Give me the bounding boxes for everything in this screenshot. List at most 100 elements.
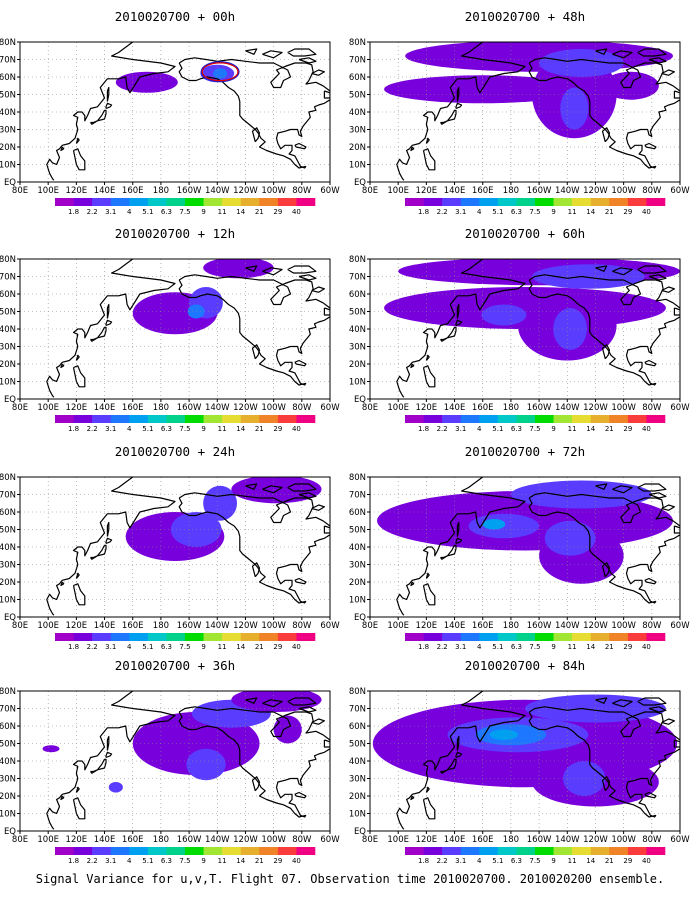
coastline-segment [275,99,330,169]
colorbar-label: 3.1 [455,208,466,216]
coastline-segment [410,146,415,152]
colorbar-swatch [572,633,592,641]
grid [370,477,680,617]
coastline-segment [106,735,110,751]
colorbar-swatch [609,847,629,855]
colorbar-label: 7.5 [179,425,190,433]
coastline-segment [46,691,176,830]
map-panel: 2010020700 + 24h 80E 100E 120E 140E 160E 180 16… [0,444,340,651]
colorbar-label: 6.3 [511,857,522,865]
coastline-segment [455,537,463,545]
colorbar-swatch [203,415,223,423]
x-tick-label: 120E [416,403,438,413]
colorbar-swatch [442,847,462,855]
x-tick-label: 120E [66,621,88,631]
colorbar-label: 7.5 [179,643,190,651]
coastline-segment [75,786,80,793]
coastline-segment [637,265,667,274]
variance-contour [489,729,518,740]
y-tick-label: 30N [349,775,366,785]
colorbar-swatch [55,633,74,641]
coastline-segment [595,265,608,272]
colorbar-label: 2.2 [437,643,448,651]
x-tick-label: 140E [444,835,466,845]
coastline-segment [106,86,110,102]
coastline-segment [595,697,608,704]
colorbar-swatch [185,198,204,206]
colorbar-label: 29 [273,643,282,651]
colorbar-swatch [535,198,554,206]
colorbar-label: 1.8 [418,643,429,651]
colorbar-swatch [405,415,424,423]
colorbar-label: 14 [236,857,245,865]
colorbar-swatch [73,198,93,206]
colorbar-swatch [572,847,592,855]
colorbar-swatch [92,847,112,855]
x-tick-label: 180 [153,186,169,196]
y-tick-label: 50N [0,308,16,318]
coastline-segment [637,48,667,57]
x-tick-label: 80W [642,835,662,845]
colorbar-label: 1.8 [418,857,429,865]
coastline-segment [644,791,657,799]
colorbar-label: 2.2 [437,857,448,865]
coastline-segment [661,69,675,76]
x-tick-label: 120W [233,403,258,413]
colorbar-swatch [92,415,112,423]
panel-title: 2010020700 + 36h [115,658,235,673]
colorbar-swatch [479,198,499,206]
colorbar-label: 29 [273,425,282,433]
colorbar-label: 14 [586,643,595,651]
colorbar-swatch [166,847,186,855]
colorbar-swatch [222,198,242,206]
colorbar-label: 9 [201,208,205,216]
y-tick-label: 10N [0,596,16,606]
colorbar-label: 6.3 [161,643,172,651]
coastline-segment [105,751,113,759]
coastline-segment [644,577,657,585]
colorbar-label: 2.2 [87,208,98,216]
variance-contour [481,304,527,326]
variance-field [132,259,274,335]
coastline-segment [275,534,330,604]
colorbar-label: 1.8 [418,208,429,216]
coastline-segment [440,758,457,774]
coastline-segment [601,344,611,360]
coastline-segment [46,42,176,181]
colorbar-swatch [497,198,517,206]
y-tick-label: 80N [349,687,366,697]
x-tick-label: 180 [153,621,169,631]
coastline-segment [72,583,86,606]
x-tick-label: 140E [444,403,466,413]
colorbar-label: 1.8 [68,857,79,865]
coastline-segment [637,483,667,492]
colorbar: 1.8 2.2 3.1 4 5.1 6.3 7.5 9 11 14 21 29 40 [405,847,666,865]
colorbar-label: 40 [292,208,301,216]
y-tick-label: 60N [349,73,366,83]
coastline-segment [105,102,113,110]
y-tick-label: 60N [349,508,366,518]
coastline-segment [106,521,110,537]
coastline-segment [311,286,325,293]
coastline-segment [595,483,608,490]
colorbar-swatch [442,198,462,206]
colorbar-label: 29 [273,857,282,865]
colorbar-label: 1.8 [68,208,79,216]
colorbar-label: 3.1 [455,425,466,433]
colorbar-swatch [203,633,223,641]
colorbar-swatch [627,415,647,423]
colorbar-label: 4 [127,857,132,865]
colorbar-label: 40 [642,425,651,433]
colorbar-swatch [590,847,610,855]
colorbar-swatch [553,198,573,206]
colorbar-swatch [460,847,480,855]
coastline-segment [644,359,657,367]
colorbar-swatch [296,633,316,641]
x-tick-label: 80W [642,186,662,196]
colorbar-swatch [222,633,242,641]
colorbar-label: 5.1 [142,643,153,651]
panel-title: 2010020700 + 84h [465,658,585,673]
x-tick-label: 160W [527,835,552,845]
x-tick-label: 180 [503,621,519,631]
coastline-segment [673,307,680,316]
